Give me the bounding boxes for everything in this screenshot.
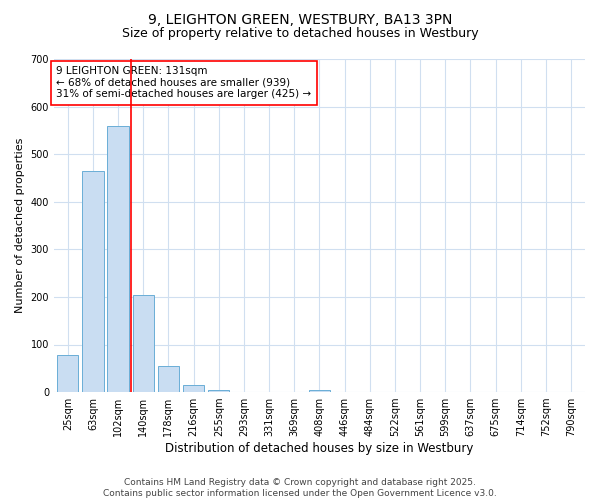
Bar (107, 126, 129, 392)
Bar (82, 171, 104, 392)
Text: 9 LEIGHTON GREEN: 131sqm
← 68% of detached houses are smaller (939)
31% of semi-: 9 LEIGHTON GREEN: 131sqm ← 68% of detach… (56, 66, 311, 100)
Bar (183, 385, 205, 392)
X-axis label: Distribution of detached houses by size in Westbury: Distribution of detached houses by size … (165, 442, 473, 455)
Text: 9, LEIGHTON GREEN, WESTBURY, BA13 3PN: 9, LEIGHTON GREEN, WESTBURY, BA13 3PN (148, 12, 452, 26)
Bar (158, 366, 179, 392)
Bar (309, 390, 330, 392)
Bar (208, 390, 229, 392)
Text: Contains HM Land Registry data © Crown copyright and database right 2025.
Contai: Contains HM Land Registry data © Crown c… (103, 478, 497, 498)
Y-axis label: Number of detached properties: Number of detached properties (15, 138, 25, 313)
Bar (57, 355, 79, 392)
Text: Size of property relative to detached houses in Westbury: Size of property relative to detached ho… (122, 28, 478, 40)
Bar (133, 294, 154, 392)
